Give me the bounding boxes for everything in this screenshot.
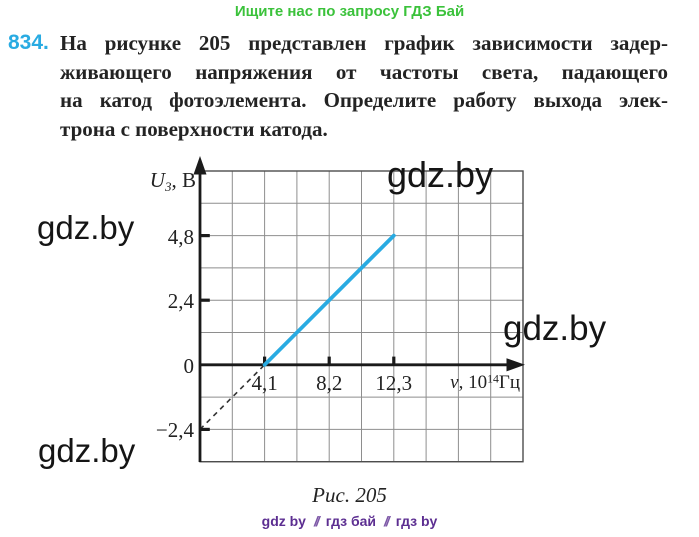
figure-caption: Рис. 205: [312, 483, 387, 507]
problem-line: трона с поверхности катода.: [60, 117, 328, 142]
x-axis-label-exponent: 14: [487, 372, 499, 386]
x-tick-label: 8,2: [316, 371, 343, 395]
x-tick-label: 4,1: [251, 371, 278, 395]
footer-links: gdz by // гдз бай // гдз by: [0, 513, 699, 529]
y-axis-label-unit: , В: [171, 168, 196, 192]
footer-separator: //: [384, 513, 390, 529]
x-axis-label: ν, 1014Гц: [400, 372, 520, 394]
promo-banner: Ищите нас по запросу ГДЗ Бай: [234, 3, 465, 20]
y-axis-label: U3, В: [130, 168, 196, 195]
y-axis-arrow-icon: [193, 156, 207, 175]
x-axis-arrow-icon: [506, 358, 525, 372]
problem-line: живающего напряжения от частоты света, п…: [60, 59, 668, 84]
problem-line: на катод фотоэлемента. Определите работу…: [60, 88, 668, 113]
y-axis-label-subscript: 3: [164, 178, 172, 194]
problem-line: На рисунке 205 представлен график зависи…: [60, 31, 668, 55]
y-tick-label: 2,4: [167, 289, 194, 314]
x-axis-label-unit: Гц: [498, 372, 520, 393]
footer-separator: //: [313, 513, 320, 529]
x-axis-label-base: , 10: [458, 372, 488, 393]
watermark: gdz.by: [38, 432, 136, 469]
footer-link[interactable]: гдз бай: [325, 513, 377, 529]
tick-marks: [200, 234, 396, 431]
y-tick-label: −2,4: [155, 418, 194, 443]
y-tick-label: 0: [183, 353, 195, 378]
extrapolation-dashed-line: [199, 364, 266, 430]
grid-lines: [199, 170, 524, 463]
x-axis-label-symbol: ν: [450, 372, 459, 393]
watermark: gdz.by: [503, 309, 607, 348]
y-tick-label: 4,8: [167, 224, 194, 249]
watermark: gdz.by: [37, 209, 135, 246]
x-tick-label: 12,3: [375, 371, 413, 395]
footer-link[interactable]: гдз by: [395, 513, 438, 529]
problem-number: 834.: [8, 31, 49, 54]
y-axis-label-symbol: U: [149, 168, 165, 192]
watermark: gdz.by: [387, 154, 494, 195]
data-line: [262, 233, 396, 367]
footer-link[interactable]: gdz by: [261, 513, 306, 529]
